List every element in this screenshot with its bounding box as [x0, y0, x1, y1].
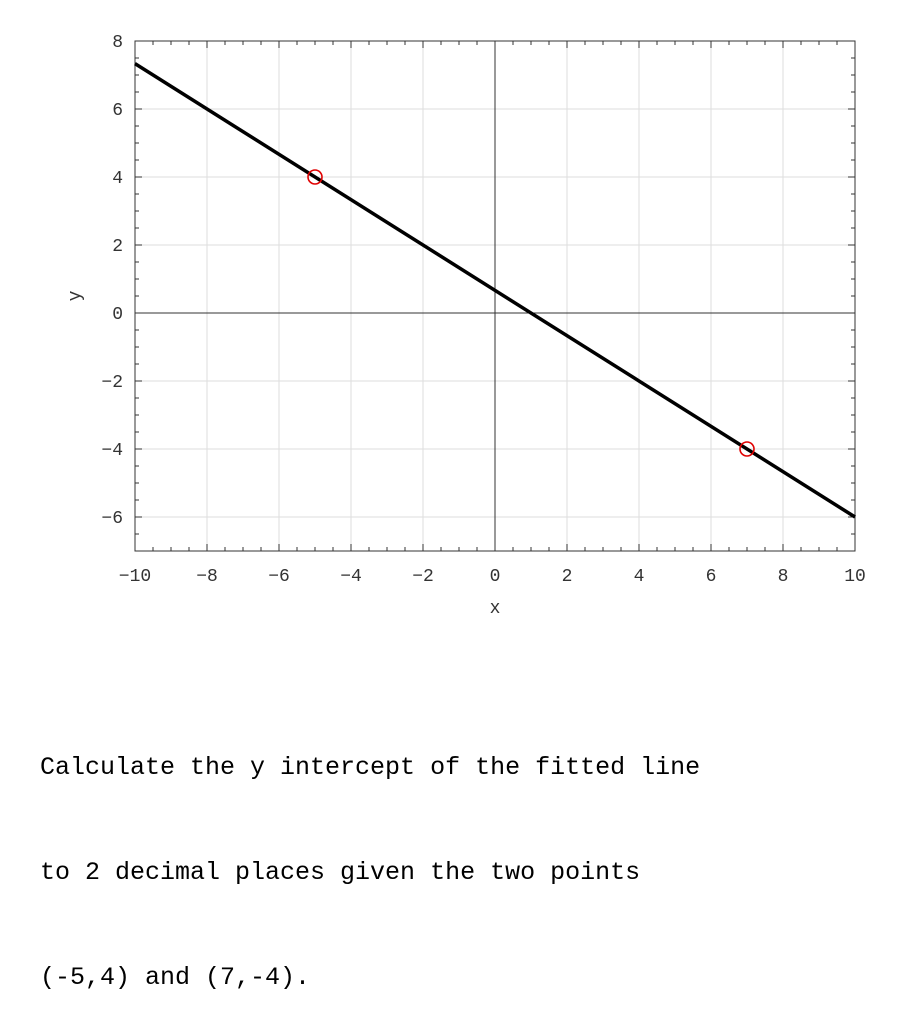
- question-line: Calculate the y intercept of the fitted …: [40, 753, 701, 782]
- x-tick-label: 6: [706, 567, 717, 587]
- x-tick-label: −4: [340, 567, 362, 587]
- question-line: (-5,4) and (7,-4).: [40, 963, 311, 992]
- x-tick-label: 0: [490, 567, 501, 587]
- data-point: [307, 169, 323, 185]
- x-axis-label: x: [490, 599, 501, 619]
- x-tick-label: −6: [268, 567, 290, 587]
- y-tick-label: −4: [101, 441, 123, 461]
- fitted-line: [134, 62, 856, 519]
- y-tick-label: 2: [112, 237, 123, 257]
- y-tick-label: −2: [101, 373, 123, 393]
- question-text: Calculate the y intercept of the fitted …: [40, 680, 700, 1030]
- y-tick-label: 0: [112, 305, 123, 325]
- y-tick-label: 8: [112, 33, 123, 53]
- x-tick-label: 10: [844, 567, 866, 587]
- x-tick-label: 2: [562, 567, 573, 587]
- y-tick-label: 4: [112, 169, 123, 189]
- y-axis-label: y: [66, 290, 86, 301]
- x-tick-label: −8: [196, 567, 218, 587]
- x-tick-label: 4: [634, 567, 645, 587]
- y-tick-label: 6: [112, 101, 123, 121]
- y-tick-label: −6: [101, 509, 123, 529]
- x-tick-label: 8: [778, 567, 789, 587]
- line-chart: −10 −8 −6 −4 −2 0 2 4 6 8 10 −6 −4 −2 0 2 4 6 8 x y: [66, 33, 866, 619]
- x-tick-label: −2: [412, 567, 434, 587]
- question-line: to 2 decimal places given the two points: [40, 858, 641, 887]
- x-tick-label: −10: [119, 567, 151, 587]
- data-point: [739, 441, 755, 457]
